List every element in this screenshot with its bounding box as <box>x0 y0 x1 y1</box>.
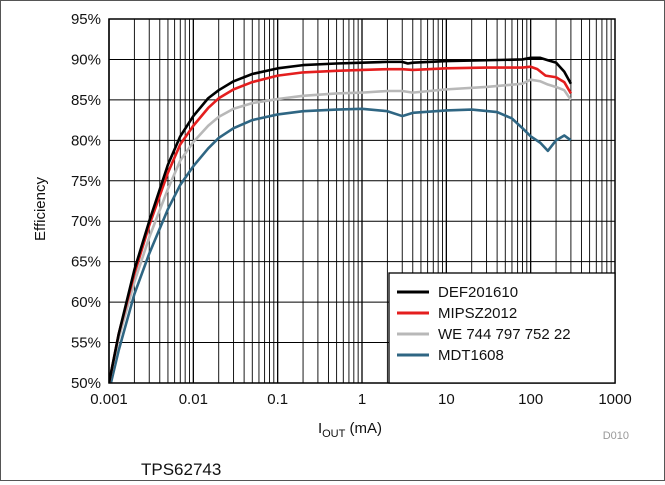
series-line <box>109 107 572 383</box>
series-lines <box>109 56 573 383</box>
legend-label: MDT1608 <box>438 347 504 364</box>
x-tick-label: 1 <box>358 391 366 408</box>
series-line <box>109 78 572 383</box>
y-tick-label: 65% <box>71 254 101 271</box>
x-tick-label: 100 <box>518 391 543 408</box>
x-axis-label: IOUT (mA) <box>318 420 382 440</box>
x-tick-label: 0.1 <box>267 391 288 408</box>
tick-labels: 50% 55% 60% 65% 70% 75% 80% 85% 90% 95% 0.001 0.01 0… <box>71 11 632 408</box>
part-number: TPS62743 <box>141 460 221 479</box>
x-tick-label: 10 <box>438 391 455 408</box>
y-tick-label: 60% <box>71 294 101 311</box>
series-line <box>109 56 573 383</box>
y-tick-label: 85% <box>71 92 101 109</box>
document-code: D010 <box>603 430 629 442</box>
plot-border <box>108 18 616 384</box>
y-tick-label: 55% <box>71 335 101 352</box>
y-tick-label: 80% <box>71 132 101 149</box>
x-tick-label: 0.01 <box>179 391 208 408</box>
y-tick-label: 90% <box>71 51 101 68</box>
x-tick-label: 1000 <box>598 391 631 408</box>
axes <box>108 18 616 384</box>
y-tick-label: 75% <box>71 173 101 190</box>
y-tick-label: 50% <box>71 375 101 392</box>
legend-label: WE 744 797 752 22 <box>438 326 571 343</box>
x-tick-label: 0.001 <box>90 391 128 408</box>
legend-label: DEF201610 <box>438 284 518 301</box>
series-line <box>109 65 573 383</box>
y-axis-label: Efficiency <box>32 177 49 241</box>
y-tick-label: 95% <box>71 11 101 28</box>
y-tick-label: 70% <box>71 213 101 230</box>
legend: DEF201610 MIPSZ2012 WE 744 797 752 22 MDT16… <box>388 272 616 384</box>
legend-label: MIPSZ2012 <box>438 305 517 322</box>
